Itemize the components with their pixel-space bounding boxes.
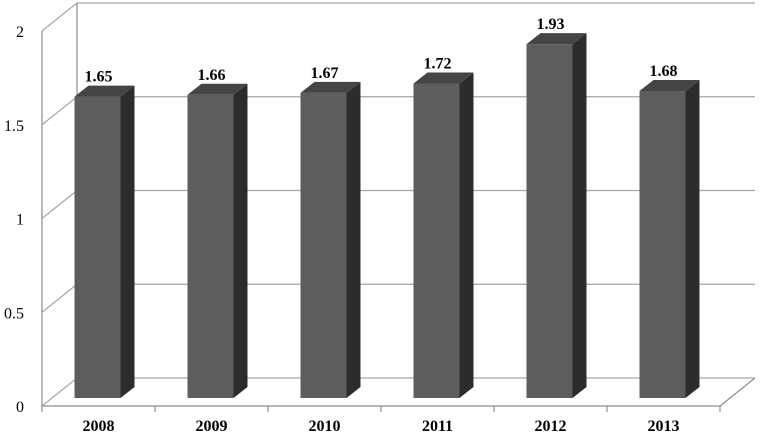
gridline-side xyxy=(41,377,78,407)
y-tick-label: 1.5 xyxy=(4,118,24,135)
x-tick-label: 2012 xyxy=(535,418,567,435)
bar-front-2012 xyxy=(526,44,573,398)
data-label: 1.93 xyxy=(537,16,565,33)
bar-front-2011 xyxy=(413,83,460,398)
labels: 0 0.5 1 1.5 2 1.65 2008 1.66 2009 1.67 2010 1.72 201… xyxy=(4,16,680,435)
gridline-side xyxy=(41,283,78,313)
x-tick-label: 2009 xyxy=(196,418,228,435)
bar-side-2012 xyxy=(572,33,587,398)
data-label: 1.67 xyxy=(311,65,339,82)
y-tick-label: 0.5 xyxy=(4,305,24,322)
y-tick-label: 0 xyxy=(16,399,24,416)
x-tick-label: 2010 xyxy=(309,418,341,435)
bar-side-2010 xyxy=(346,81,361,398)
bar-front-2009 xyxy=(187,94,234,398)
x-tick-label: 2013 xyxy=(648,418,680,435)
bar-side-2013 xyxy=(685,80,700,398)
data-label: 1.65 xyxy=(85,69,113,86)
bar-top-2011 xyxy=(413,72,474,84)
y-tick-label: 2 xyxy=(16,24,24,41)
bar-side-2011 xyxy=(459,72,474,398)
gridline-side xyxy=(41,2,78,32)
bar-top-2008 xyxy=(74,85,135,97)
bar-top-2009 xyxy=(187,83,248,95)
bar-side-2008 xyxy=(120,85,135,398)
gridline-side xyxy=(41,96,78,126)
x-tick-label: 2011 xyxy=(422,418,453,435)
bars xyxy=(74,33,700,398)
bar-front-2008 xyxy=(74,96,121,398)
bar-top-2012 xyxy=(526,33,587,45)
data-label: 1.68 xyxy=(650,63,678,80)
bar-front-2010 xyxy=(300,92,347,398)
bar-front-2013 xyxy=(639,91,686,398)
y-tick-label: 1 xyxy=(16,212,24,229)
data-label: 1.72 xyxy=(424,56,452,73)
bar-side-2009 xyxy=(233,83,248,398)
bar-top-2010 xyxy=(300,81,361,93)
floor-right-edge xyxy=(719,377,756,407)
bar-top-2013 xyxy=(639,80,700,91)
data-label: 1.66 xyxy=(198,67,226,84)
gridline-side xyxy=(41,190,78,219)
x-tick-label: 2008 xyxy=(83,418,115,435)
